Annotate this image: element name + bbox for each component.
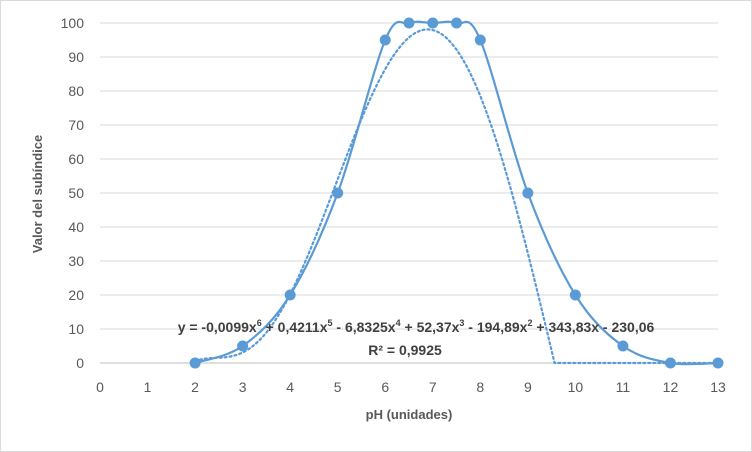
eq-exp-5: 5 (328, 318, 333, 328)
trendline-group (193, 28, 720, 365)
eq-term-5: + 0,4211x (262, 319, 328, 335)
x-tick-label-6: 6 (381, 379, 389, 395)
x-tick-label-5: 5 (334, 379, 342, 395)
data-point-5 (403, 17, 415, 29)
eq-term-prefix: y = -0,0099x (178, 319, 257, 335)
y-tick-label-100: 100 (61, 15, 85, 31)
x-tick-label-3: 3 (239, 379, 247, 395)
y-axis-tick-labels: 0 10 20 30 40 50 60 70 80 90 100 (61, 15, 85, 371)
y-axis-title: Valor del subíndice (30, 135, 45, 253)
data-point-2 (284, 289, 296, 301)
data-point-1 (237, 340, 249, 352)
eq-exp-6: 6 (257, 318, 262, 328)
data-point-3 (332, 187, 344, 199)
y-tick-label-60: 60 (68, 151, 84, 167)
y-tick-label-0: 0 (76, 355, 84, 371)
series-line (194, 20, 719, 366)
y-tick-label-90: 90 (68, 49, 84, 65)
x-axis-tick-labels: 0 1 2 3 4 5 6 7 8 9 10 11 12 13 (96, 379, 726, 395)
eq-exp-3: 3 (459, 318, 464, 328)
y-tick-label-40: 40 (68, 219, 84, 235)
eq-term-2: - 194,89x (464, 319, 527, 335)
x-tick-label-1: 1 (144, 379, 152, 395)
x-tick-label-9: 9 (524, 379, 532, 395)
data-point-6 (427, 17, 439, 29)
x-tick-label-13: 13 (710, 379, 726, 395)
data-point-0 (189, 357, 201, 369)
eq-term-4: - 6,8325x (333, 319, 396, 335)
data-point-4 (379, 34, 391, 46)
x-tick-label-2: 2 (191, 379, 199, 395)
x-tick-label-8: 8 (476, 379, 484, 395)
data-point-13 (712, 357, 724, 369)
x-tick-label-11: 11 (616, 379, 631, 395)
y-tick-label-20: 20 (68, 287, 84, 303)
r-squared-label: R² = 0,9925 (368, 342, 442, 358)
y-tick-label-70: 70 (68, 117, 84, 133)
data-point-7 (451, 17, 463, 29)
y-tick-label-80: 80 (68, 83, 84, 99)
x-tick-label-12: 12 (663, 379, 679, 395)
markers-group (189, 17, 724, 369)
x-tick-label-4: 4 (286, 379, 294, 395)
y-tick-label-50: 50 (68, 185, 84, 201)
x-tick-label-0: 0 (96, 379, 104, 395)
data-point-11 (617, 340, 629, 352)
data-point-12 (664, 357, 676, 369)
y-tick-label-30: 30 (68, 253, 84, 269)
eq-exp-2: 2 (527, 318, 532, 328)
trendline-equation: y = -0,0099x6 + 0,4211x5 - 6,8325x4 + 52… (178, 318, 655, 335)
series-group (194, 20, 719, 366)
eq-term-3: + 52,37x (401, 319, 460, 335)
data-point-8 (474, 34, 486, 46)
trendline-path (193, 28, 720, 365)
y-tick-label-10: 10 (68, 321, 84, 337)
x-tick-label-7: 7 (429, 379, 437, 395)
gridlines (100, 22, 718, 364)
data-point-10 (569, 289, 581, 301)
data-point-9 (522, 187, 534, 199)
x-tick-label-10: 10 (568, 379, 584, 395)
x-axis-title: pH (unidades) (366, 407, 453, 422)
eq-exp-4: 4 (396, 318, 401, 328)
eq-term-1: + 343,83x - 230,06 (532, 319, 654, 335)
